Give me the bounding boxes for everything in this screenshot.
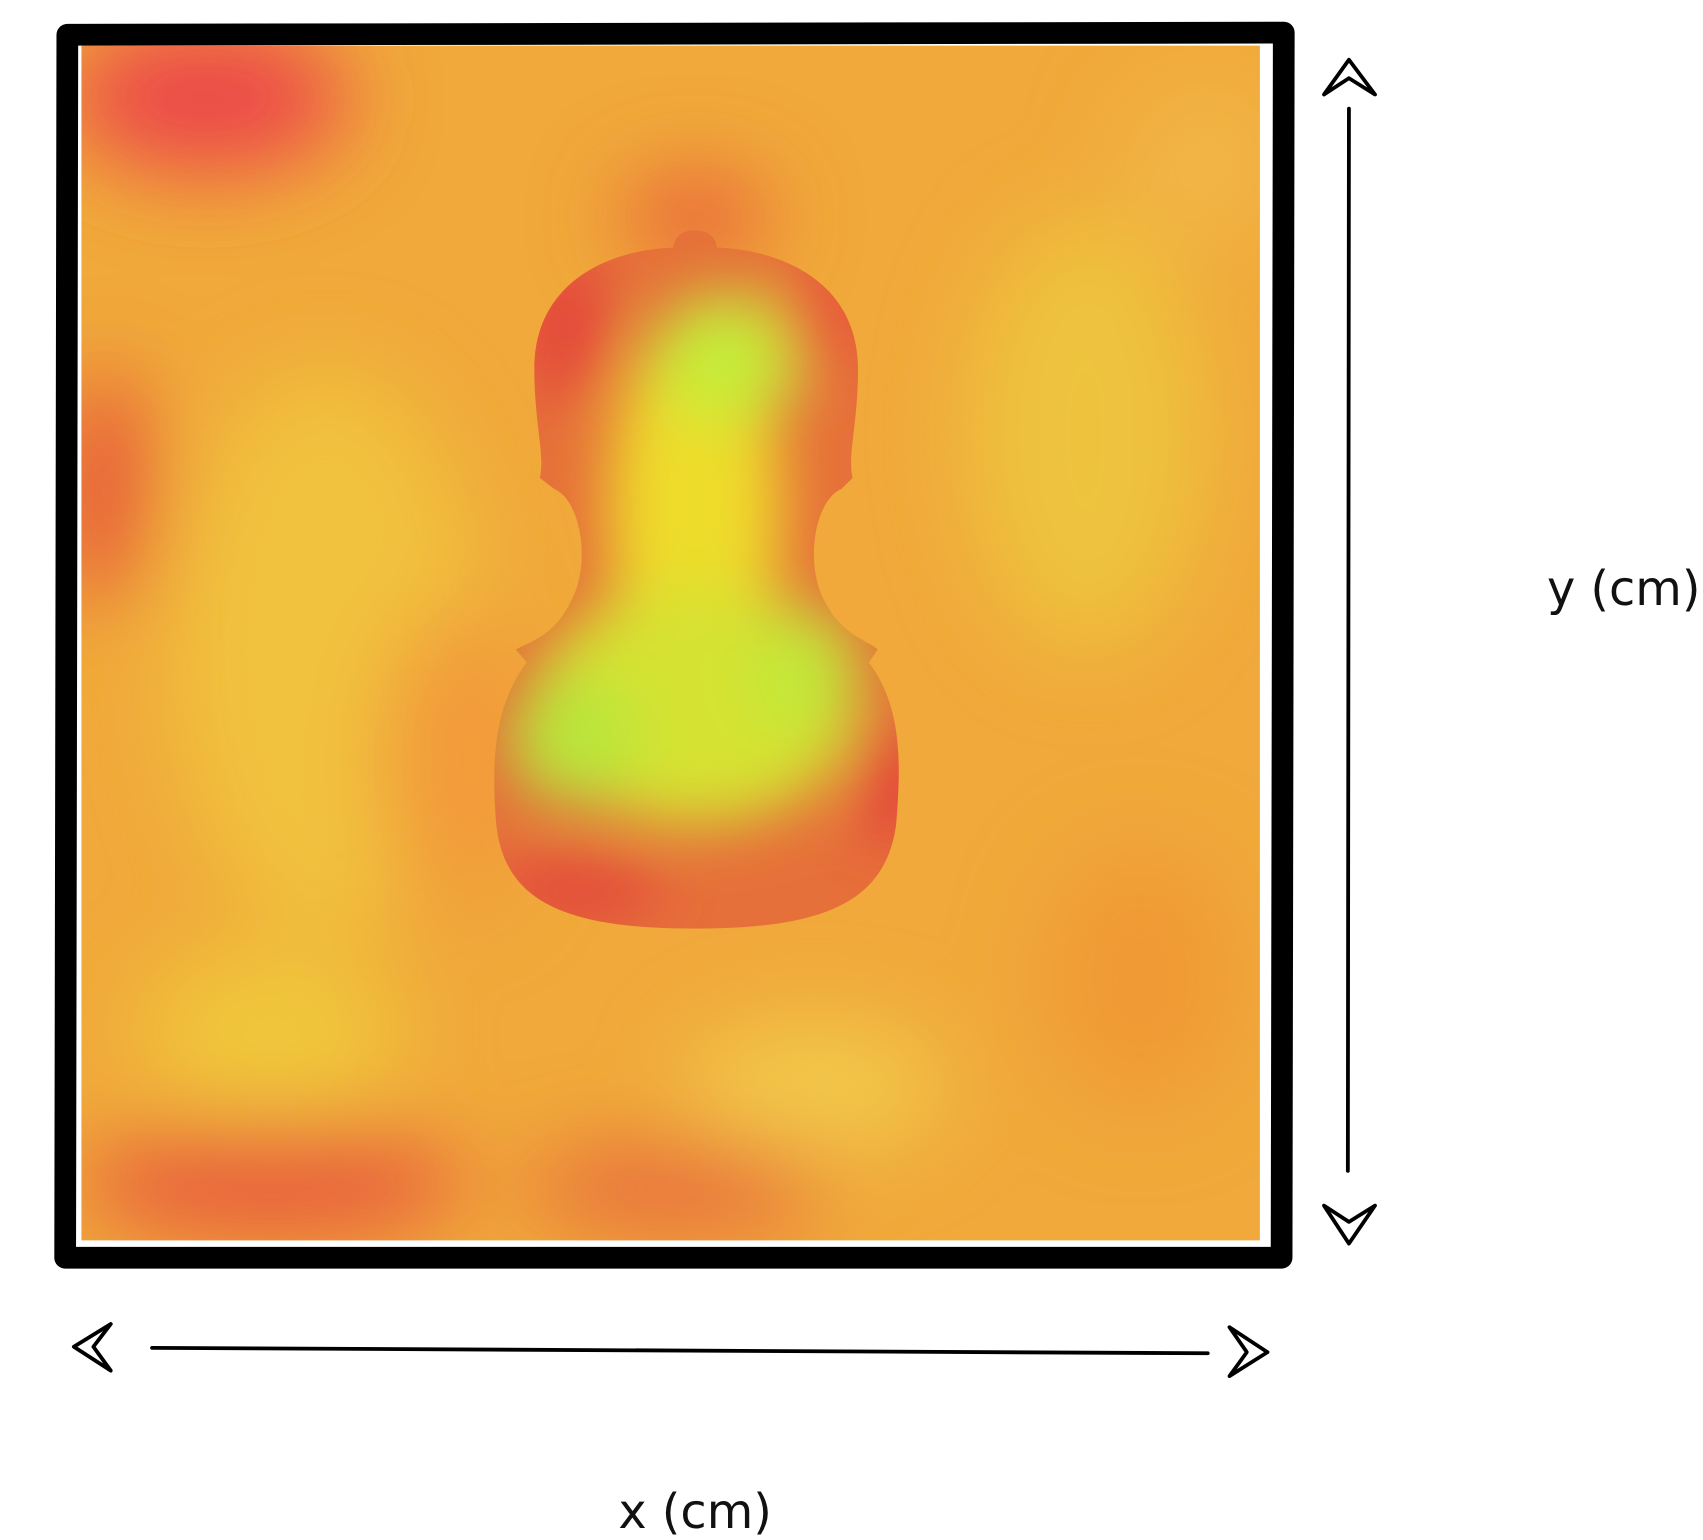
y-axis-label: y (cm) <box>1547 562 1701 617</box>
drawing: y (cm) x (cm) <box>60 22 1701 1540</box>
x-axis-label: x (cm) <box>618 1485 772 1540</box>
figure: y (cm) x (cm) <box>0 0 1703 1540</box>
y-arrow <box>1324 60 1375 1244</box>
x-arrow <box>74 1324 1268 1376</box>
